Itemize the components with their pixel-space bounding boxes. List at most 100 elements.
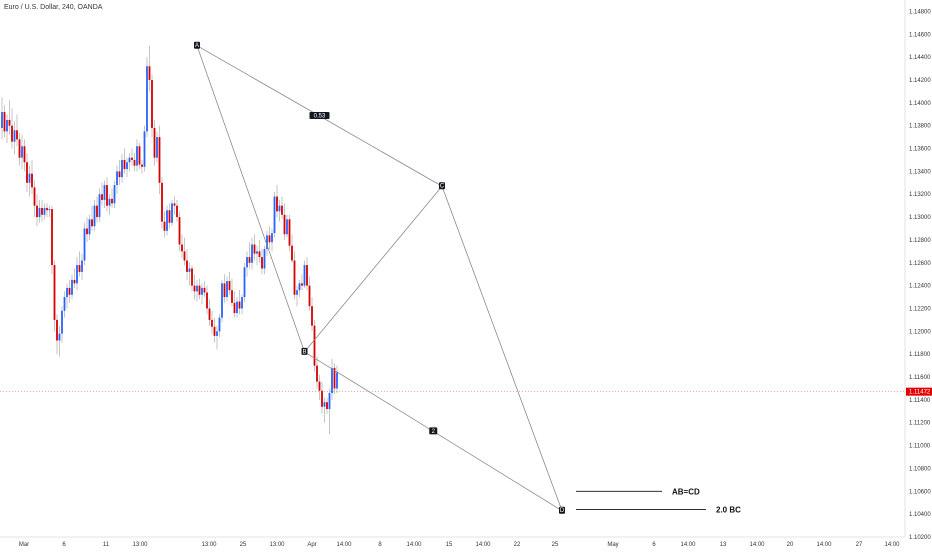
candle-body bbox=[48, 209, 51, 211]
time-tick-label: 25 bbox=[240, 542, 247, 548]
time-tick-label: 22 bbox=[514, 542, 521, 548]
candle-body bbox=[286, 219, 288, 235]
price-tick-label: 1.13600 bbox=[909, 147, 931, 153]
candle-body bbox=[276, 196, 278, 212]
candle-body bbox=[36, 205, 38, 218]
price-tick-label: 1.11400 bbox=[909, 398, 931, 404]
candle-body bbox=[118, 171, 121, 178]
candle-body bbox=[183, 251, 186, 261]
candle-body bbox=[3, 111, 6, 132]
candle-body bbox=[316, 365, 318, 382]
candle-body bbox=[273, 196, 276, 234]
candle-body bbox=[131, 157, 133, 160]
time-tick-label: 14:00 bbox=[884, 542, 900, 548]
candle-body bbox=[46, 207, 48, 211]
projection-label: 2.0 BC bbox=[716, 506, 741, 515]
candle-body bbox=[171, 203, 173, 223]
time-tick-label: 14:00 bbox=[406, 542, 422, 548]
price-tick-label: 1.13400 bbox=[909, 169, 931, 175]
candle-body bbox=[218, 317, 221, 332]
candle-body bbox=[133, 159, 136, 166]
point-label-bg bbox=[301, 347, 308, 355]
price-tick-label: 1.10600 bbox=[909, 489, 931, 495]
candle-body bbox=[226, 281, 228, 298]
point-label-bg bbox=[439, 182, 445, 190]
candle-body bbox=[68, 287, 71, 295]
candle-body bbox=[116, 171, 118, 186]
candle-body bbox=[43, 207, 46, 215]
candle-body bbox=[178, 217, 181, 245]
time-tick-label: 13:00 bbox=[269, 542, 285, 548]
candle-body bbox=[308, 285, 311, 307]
current-price-label: 1.11472 bbox=[909, 390, 931, 396]
candle-body bbox=[41, 207, 43, 215]
time-tick-label: 6 bbox=[652, 542, 656, 548]
candle-body bbox=[188, 268, 191, 272]
candle-body bbox=[296, 290, 298, 295]
candle-body bbox=[53, 265, 56, 320]
candle-body bbox=[33, 187, 36, 206]
ratio-label: 0.53 bbox=[314, 113, 326, 119]
candle-body bbox=[243, 267, 246, 298]
candle-body bbox=[71, 279, 73, 295]
candle-body bbox=[113, 185, 116, 204]
candle-body bbox=[181, 244, 183, 252]
candle-body bbox=[253, 244, 256, 254]
time-tick-label: 25 bbox=[552, 542, 559, 548]
time-tick-label: Mar bbox=[19, 542, 29, 548]
candle-body bbox=[91, 219, 93, 227]
time-tick-label: 15 bbox=[446, 542, 453, 548]
candle-body bbox=[271, 233, 273, 243]
candle-body bbox=[61, 310, 63, 334]
candle-body bbox=[216, 331, 218, 336]
candle-body bbox=[138, 146, 141, 165]
price-tick-label: 1.12400 bbox=[909, 284, 931, 290]
candle-body bbox=[323, 402, 326, 407]
candle-body bbox=[206, 292, 208, 309]
candle-body bbox=[326, 402, 328, 410]
candle-body bbox=[96, 205, 98, 218]
price-tick-label: 1.12600 bbox=[909, 261, 931, 267]
time-tick-label: Apr bbox=[307, 542, 316, 548]
price-tick-label: 1.10200 bbox=[909, 535, 931, 541]
candle-body bbox=[328, 393, 331, 410]
time-tick-label: 8 bbox=[378, 542, 382, 548]
price-tick-label: 1.12000 bbox=[909, 329, 931, 335]
candle-body bbox=[266, 235, 268, 250]
candle-body bbox=[333, 367, 336, 389]
candle-body bbox=[106, 185, 108, 206]
point-label: B bbox=[302, 349, 306, 355]
time-tick-label: 14:00 bbox=[680, 542, 696, 548]
candle-body bbox=[163, 221, 166, 231]
candle-body bbox=[211, 319, 213, 327]
candle-body bbox=[173, 203, 176, 206]
candle-body bbox=[241, 297, 243, 309]
projection-label: AB=CD bbox=[672, 487, 700, 496]
candle-body bbox=[51, 209, 53, 266]
candle-body bbox=[321, 390, 323, 407]
candle-body bbox=[83, 228, 86, 261]
candle-body bbox=[18, 139, 21, 158]
candle-body bbox=[21, 146, 23, 158]
time-tick-label: 13 bbox=[720, 542, 727, 548]
candle-body bbox=[221, 283, 223, 318]
candle-body bbox=[278, 205, 281, 212]
ratio-label-bg bbox=[429, 427, 438, 435]
ratio-label: 2 bbox=[432, 429, 436, 435]
chart-title: Euro / U.S. Dollar, 240, OANDA bbox=[4, 4, 103, 11]
candle-body bbox=[56, 319, 58, 341]
candle-body bbox=[28, 173, 31, 183]
price-tick-label: 1.11600 bbox=[909, 375, 931, 381]
candle-body bbox=[6, 119, 8, 132]
time-tick-label: 27 bbox=[856, 542, 863, 548]
pattern-leg-ab bbox=[196, 45, 305, 353]
candle-body bbox=[151, 79, 153, 128]
candle-body bbox=[93, 205, 96, 227]
candle-body bbox=[251, 244, 253, 263]
candle-body bbox=[208, 308, 211, 320]
candle-body bbox=[186, 260, 188, 272]
price-tick-label: 1.13200 bbox=[909, 192, 931, 198]
candle-body bbox=[63, 297, 66, 311]
